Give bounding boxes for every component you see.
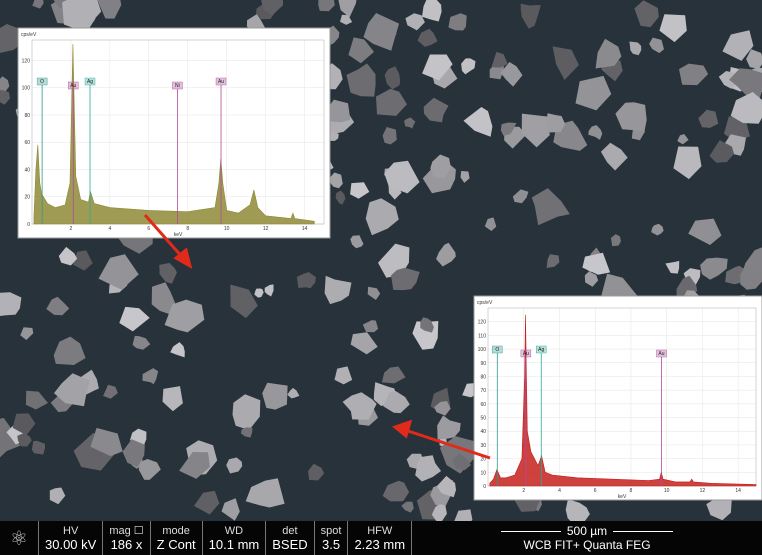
sem-screen: cps/eVkeV0204060801001202468101214OAuAgN…: [0, 0, 762, 555]
peak-label: O: [495, 347, 499, 353]
y-tick-label: 0: [27, 222, 30, 228]
info-name: WD: [225, 525, 243, 537]
info-value: 2.23 mm: [354, 537, 405, 552]
info-value: 30.00 kV: [45, 537, 96, 552]
y-tick-label: 0: [483, 484, 486, 490]
x-tick-label: 8: [630, 488, 633, 494]
x-tick-label: 4: [558, 488, 561, 494]
instrument: WCB FIT+ Quanta FEG: [524, 538, 651, 552]
y-tick-label: 50: [480, 416, 486, 422]
info-name: HFW: [367, 525, 392, 537]
info-name: spot: [321, 525, 342, 537]
info-name: HV: [63, 525, 78, 537]
y-tick-label: 80: [24, 113, 30, 119]
x-tick-label: 2: [522, 488, 525, 494]
y-tick-label: 10: [480, 470, 486, 476]
peak-label: Au: [523, 351, 529, 357]
info-name: mode: [162, 525, 190, 537]
info-value: 186 x: [111, 537, 143, 552]
y-tick-label: 40: [480, 429, 486, 435]
x-tick-label: 4: [108, 226, 111, 232]
y-tick-label: 40: [24, 167, 30, 173]
y-tick-label: 60: [480, 402, 486, 408]
info-value: 10.1 mm: [209, 537, 260, 552]
y-axis-label: cps/eV: [477, 300, 493, 306]
y-axis-label: cps/eV: [21, 32, 37, 38]
info-cell: spot3.5: [314, 521, 348, 555]
peak-label: Au: [70, 83, 76, 89]
x-axis-label: keV: [618, 494, 627, 500]
x-tick-label: 2: [70, 226, 73, 232]
peak-label: Ni: [175, 83, 180, 89]
y-tick-label: 90: [480, 361, 486, 367]
particle: [262, 383, 287, 410]
info-name: mag ☐: [109, 524, 143, 537]
scale-label: 500 µm: [567, 524, 607, 538]
peak-label: Au: [218, 79, 224, 85]
x-tick-label: 10: [664, 488, 670, 494]
peak-label: Ag: [87, 79, 93, 85]
y-tick-label: 120: [22, 58, 31, 64]
spectrum-inset: cps/eVkeV0102030405060708090100110120246…: [474, 296, 762, 500]
info-value: BSED: [272, 537, 307, 552]
x-tick-label: 14: [302, 226, 308, 232]
instrument-cell: 500 µm WCB FIT+ Quanta FEG: [411, 521, 762, 555]
x-tick-label: 8: [186, 226, 189, 232]
y-tick-label: 30: [480, 443, 486, 449]
info-value: Z Cont: [157, 537, 196, 552]
x-tick-label: 6: [147, 226, 150, 232]
info-name: det: [282, 525, 297, 537]
info-cell: detBSED: [265, 521, 313, 555]
info-value: 3.5: [322, 537, 340, 552]
y-tick-label: 80: [480, 374, 486, 380]
x-tick-label: 14: [735, 488, 741, 494]
y-tick-label: 20: [24, 195, 30, 201]
y-tick-label: 110: [478, 333, 486, 339]
info-cell: mag ☐186 x: [102, 521, 149, 555]
info-cell: HV30.00 kV: [38, 521, 102, 555]
x-tick-label: 12: [263, 226, 269, 232]
peak-label: O: [40, 79, 44, 85]
x-tick-label: 12: [700, 488, 706, 494]
y-tick-label: 70: [480, 388, 486, 394]
y-tick-label: 100: [478, 347, 487, 353]
y-tick-label: 100: [22, 86, 31, 92]
logo: ⚛: [0, 521, 38, 555]
x-tick-label: 10: [224, 226, 230, 232]
y-tick-label: 120: [478, 320, 487, 326]
y-tick-label: 60: [24, 140, 30, 146]
x-tick-label: 6: [594, 488, 597, 494]
x-axis-label: keV: [174, 232, 183, 238]
peak-label: Ag: [538, 347, 544, 353]
spectrum-inset: cps/eV keV 0 20 40 60 80 100 120 2 4 6 8 10 12 14 O Au Ag N…: [18, 28, 330, 238]
peak-label: Au: [658, 351, 664, 357]
